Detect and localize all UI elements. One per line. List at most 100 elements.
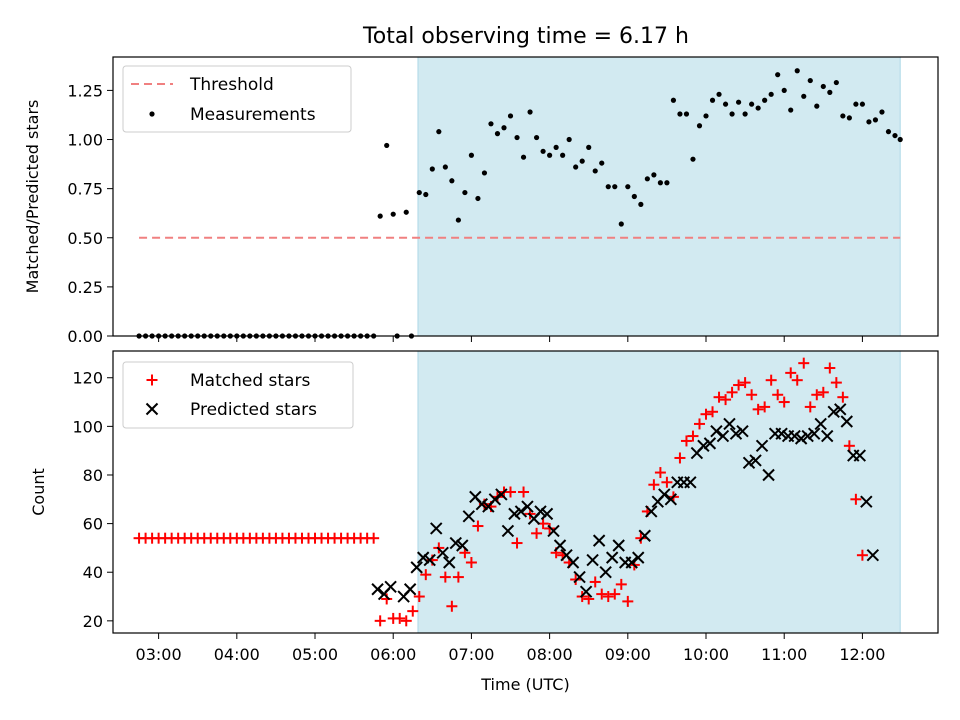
legend-measurements-label: Measurements <box>190 105 316 125</box>
matched-star-point <box>446 600 458 612</box>
measurement-point <box>833 79 839 86</box>
measurement-point <box>709 97 716 103</box>
measurement-point <box>586 144 592 150</box>
predicted-star-point <box>723 417 736 431</box>
matched-star-point <box>407 605 419 617</box>
measurement-point <box>820 83 826 90</box>
predicted-star-point <box>423 553 436 567</box>
top-legend: Threshold Measurements <box>122 65 352 133</box>
measurement-point <box>592 168 598 174</box>
measurement-point <box>801 93 807 99</box>
matched-stars-points <box>133 357 868 627</box>
x-tick-label: 10:00 <box>683 645 729 664</box>
predicted-star-point <box>794 432 808 445</box>
measurement-point <box>664 180 670 186</box>
measurement-point <box>807 77 813 84</box>
bottom-y-axis-label: Count <box>29 468 48 516</box>
measurement-point <box>814 103 820 109</box>
matched-star-point <box>472 520 484 532</box>
predicted-star-point <box>371 583 384 596</box>
measurement-point <box>560 152 566 158</box>
matched-star-point <box>687 430 699 442</box>
measurement-point <box>481 170 488 176</box>
measurement-point <box>520 154 527 160</box>
y-tick-label: 80 <box>83 466 103 485</box>
measurement-point <box>853 101 859 107</box>
matched-star-point <box>726 386 738 398</box>
matched-star-point <box>589 576 601 588</box>
predicted-star-point <box>521 500 534 513</box>
measurement-point <box>625 184 631 190</box>
measurement-point <box>547 152 553 158</box>
measurement-point <box>872 117 879 123</box>
predicted-star-point <box>807 427 821 440</box>
matched-star-point <box>596 588 608 600</box>
matched-star-point <box>648 479 660 491</box>
measurement-point <box>866 119 872 125</box>
predicted-star-point <box>703 437 717 450</box>
y-tick-label: 0.00 <box>67 327 103 346</box>
y-tick-label: 40 <box>83 563 103 582</box>
predicted-star-point <box>821 429 834 443</box>
matched-star-point <box>368 532 380 544</box>
predicted-star-point <box>547 524 560 538</box>
measurement-point <box>690 156 696 162</box>
predicted-star-point <box>456 539 469 552</box>
y-tick-label: 1.25 <box>67 81 103 100</box>
measurement-point <box>749 101 755 107</box>
matched-star-point <box>817 386 829 398</box>
predicted-star-point <box>488 493 502 506</box>
predicted-star-point <box>742 456 756 470</box>
measurement-point <box>827 89 833 95</box>
legend-predicted-label: Predicted stars <box>190 400 317 420</box>
matched-star-point <box>465 557 477 568</box>
measurement-point <box>442 164 448 170</box>
x-tick-label: 12:00 <box>839 645 885 664</box>
predicted-star-point <box>632 551 645 564</box>
predicted-star-point <box>586 553 599 567</box>
bottom-x-ticks: 03:00 04:00 05:00 06:00 07:00 08:00 09:00 10:00… <box>136 633 885 664</box>
measurement-point <box>455 217 461 223</box>
predicted-star-point <box>599 566 612 579</box>
matched-star-point <box>850 493 862 505</box>
y-tick-label: 0.50 <box>67 229 103 248</box>
predicted-star-point <box>775 427 788 440</box>
measurement-point <box>501 125 507 131</box>
matched-star-point <box>505 486 517 498</box>
matched-star-point <box>693 418 705 430</box>
predicted-star-point <box>710 425 723 438</box>
matched-star-point <box>394 612 406 624</box>
predicted-star-point <box>736 425 749 438</box>
measurement-point <box>781 87 787 94</box>
matched-star-point <box>759 401 771 413</box>
matched-star-point <box>439 571 451 583</box>
measurement-point <box>507 113 514 119</box>
measurement-point <box>612 184 618 190</box>
x-tick-label: 11:00 <box>761 645 807 664</box>
measurement-point <box>377 213 383 219</box>
bottom-legend-box <box>122 361 354 429</box>
predicted-star-point <box>749 454 762 467</box>
predicted-star-point <box>755 439 769 453</box>
measurement-point <box>573 164 579 170</box>
y-tick-label: 0.25 <box>67 278 103 297</box>
predicted-star-point <box>508 507 521 521</box>
bottom-legend: Matched stars Predicted stars <box>122 361 354 429</box>
matched-star-point <box>765 374 777 386</box>
matched-star-point <box>804 401 816 413</box>
predicted-star-point <box>729 427 743 440</box>
matched-star-point <box>511 537 523 549</box>
measurement-point <box>879 109 885 115</box>
predicted-star-point <box>430 522 443 535</box>
matched-star-point <box>452 571 464 583</box>
measurement-point <box>599 160 605 166</box>
predicted-star-point <box>592 534 606 547</box>
predicted-star-point <box>416 551 430 564</box>
measurement-point <box>468 152 475 158</box>
predicted-star-point <box>534 505 547 518</box>
predicted-star-point <box>801 429 814 443</box>
legend-matched-swatch <box>146 374 158 386</box>
measurement-point <box>436 129 442 135</box>
predicted-star-point <box>410 561 423 574</box>
matched-star-point <box>674 452 686 464</box>
